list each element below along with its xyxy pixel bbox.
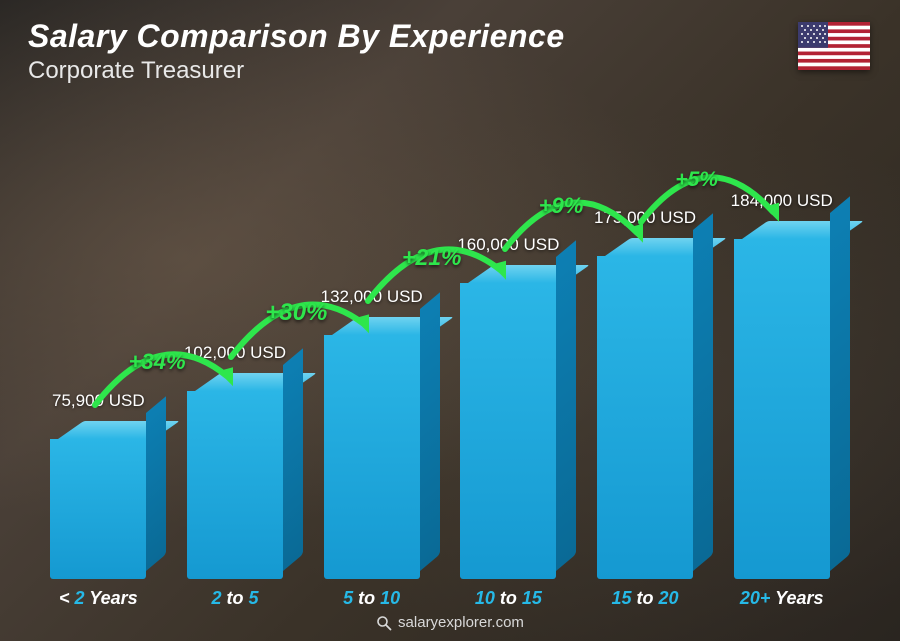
page-title: Salary Comparison By Experience	[28, 18, 565, 55]
bar	[324, 317, 420, 579]
bar	[597, 238, 693, 579]
x-axis-label: 10 to 15	[475, 588, 542, 609]
bar-value-label: 184,000 USD	[731, 191, 833, 211]
percent-increase-label: +9%	[539, 193, 584, 219]
bar-value-label: 160,000 USD	[457, 235, 559, 255]
page-subtitle: Corporate Treasurer	[28, 57, 565, 85]
bar	[50, 421, 146, 579]
footer: salaryexplorer.com	[0, 614, 900, 631]
x-axis-label: 20+ Years	[740, 588, 824, 609]
bar	[460, 265, 556, 579]
percent-increase-label: +30%	[265, 299, 327, 327]
chart-column: 160,000 USD10 to 15+21%	[450, 235, 567, 579]
chart-column: 184,000 USD20+ Years+5%	[723, 191, 840, 579]
bar	[734, 221, 830, 579]
bar-chart: 75,900 USD< 2 Years102,000 USD2 to 5+34%…	[30, 120, 850, 579]
bar-value-label: 132,000 USD	[321, 287, 423, 307]
bar-value-label: 102,000 USD	[184, 343, 286, 363]
chart-column: 102,000 USD2 to 5+34%	[177, 343, 294, 579]
bar-value-label: 175,000 USD	[594, 208, 696, 228]
x-axis-label: 2 to 5	[211, 588, 258, 609]
flag-icon	[798, 22, 870, 70]
chart-column: 175,000 USD15 to 20+9%	[587, 208, 704, 579]
header: Salary Comparison By Experience Corporat…	[28, 18, 565, 85]
chart-column: 132,000 USD5 to 10+30%	[313, 287, 430, 579]
chart-column: 75,900 USD< 2 Years	[40, 391, 157, 579]
search-icon	[376, 615, 392, 631]
bar	[187, 373, 283, 579]
percent-increase-label: +34%	[129, 349, 186, 375]
percent-increase-label: +5%	[675, 168, 718, 192]
footer-text: salaryexplorer.com	[398, 614, 524, 631]
percent-increase-label: +21%	[402, 244, 461, 271]
x-axis-label: 5 to 10	[343, 588, 400, 609]
x-axis-label: 15 to 20	[611, 588, 678, 609]
bar-value-label: 75,900 USD	[52, 391, 145, 411]
x-axis-label: < 2 Years	[59, 588, 138, 609]
